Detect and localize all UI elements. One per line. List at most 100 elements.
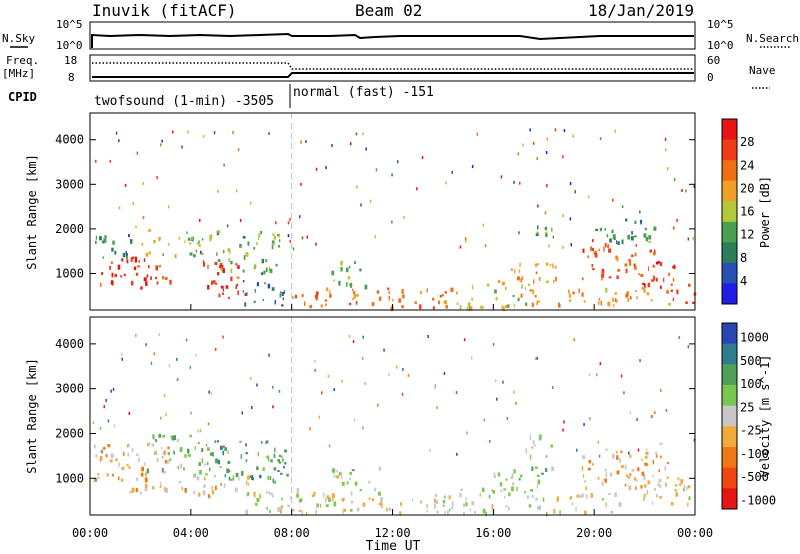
x-tick-label: 08:00 bbox=[274, 526, 310, 540]
power-sparse-cell bbox=[599, 137, 602, 141]
velocity-cell bbox=[269, 509, 271, 513]
power-cell bbox=[643, 233, 647, 238]
colorbar-frame bbox=[721, 118, 738, 305]
power-cell bbox=[656, 277, 658, 282]
power-cell bbox=[271, 287, 275, 291]
power-cell bbox=[230, 261, 233, 265]
velocity-cell bbox=[301, 510, 304, 515]
velocity-cell bbox=[520, 474, 523, 478]
power-cell bbox=[532, 289, 535, 295]
power-cell bbox=[688, 283, 691, 287]
power-cell bbox=[294, 295, 298, 299]
velocity-sparse-cell bbox=[637, 448, 640, 452]
velocity-cell bbox=[187, 454, 191, 457]
velocity-sparse-cell bbox=[121, 357, 123, 361]
power-cell bbox=[315, 291, 319, 296]
velocity-cell bbox=[512, 482, 515, 486]
velocity-cell bbox=[628, 485, 632, 491]
power-cell bbox=[594, 250, 597, 256]
power-cell bbox=[633, 235, 637, 238]
velocity-panel: 1000 2000 3000 4000 Slant Range [km] 1000 50… bbox=[25, 316, 776, 517]
velocity-cell bbox=[341, 481, 345, 486]
power-cell bbox=[611, 229, 614, 234]
velocity-cell bbox=[505, 505, 508, 508]
velocity-cell bbox=[399, 511, 402, 515]
power-sparse-cell bbox=[235, 189, 238, 193]
velocity-cell bbox=[105, 454, 108, 458]
velocity-cell bbox=[286, 473, 289, 477]
velocity-cell bbox=[385, 508, 388, 512]
velocity-sparse-cell bbox=[466, 431, 468, 435]
velocity-cell bbox=[178, 481, 182, 484]
velocity-cell bbox=[575, 507, 577, 512]
velocity-cell bbox=[471, 501, 475, 506]
velocity-cell bbox=[660, 478, 662, 483]
power-cell bbox=[604, 228, 606, 231]
power-sparse-cell bbox=[199, 218, 201, 222]
velocity-cell bbox=[492, 490, 495, 494]
power-cell bbox=[309, 305, 313, 309]
velocity-cell bbox=[341, 498, 344, 502]
power-cell bbox=[600, 300, 602, 306]
power-cell bbox=[174, 254, 177, 259]
velocity-cell bbox=[629, 454, 632, 458]
velocity-cell bbox=[273, 453, 276, 458]
velocity-cell bbox=[674, 489, 677, 492]
colorbar-tick-label: 12 bbox=[740, 228, 754, 242]
velocity-cell bbox=[491, 489, 493, 492]
power-frame bbox=[89, 112, 696, 311]
power-sparse-cell bbox=[213, 131, 216, 135]
power-cell bbox=[340, 266, 343, 272]
velocity-sparse-cell bbox=[341, 379, 343, 383]
velocity-cell bbox=[436, 510, 439, 514]
power-cell bbox=[225, 285, 229, 289]
velocity-sparse-cell bbox=[535, 357, 537, 361]
x-tick-label: 04:00 bbox=[173, 526, 209, 540]
velocity-cell bbox=[618, 502, 620, 507]
power-cell bbox=[569, 299, 572, 302]
power-sparse-cell bbox=[156, 176, 158, 180]
velocity-cell bbox=[511, 486, 514, 492]
velocity-cell bbox=[531, 466, 534, 471]
power-cell bbox=[109, 265, 111, 270]
velocity-cell bbox=[166, 459, 169, 464]
velocity-cell bbox=[670, 502, 674, 506]
velocity-cell bbox=[135, 488, 139, 493]
power-cell bbox=[640, 274, 644, 277]
power-cell bbox=[349, 302, 352, 306]
velocity-cell bbox=[126, 444, 129, 448]
power-sparse-cell bbox=[570, 243, 572, 247]
power-cell bbox=[648, 240, 651, 243]
power-cell bbox=[235, 285, 237, 289]
power-cell bbox=[518, 269, 521, 273]
colorbar-swatch bbox=[722, 364, 737, 386]
power-cell bbox=[521, 284, 523, 289]
velocity-cell bbox=[624, 483, 627, 487]
velocity-cell bbox=[653, 488, 657, 491]
velocity-cell bbox=[652, 459, 655, 465]
power-cell bbox=[444, 300, 447, 305]
colorbar-swatch bbox=[722, 180, 737, 202]
velocity-cell bbox=[529, 454, 532, 460]
velocity-sparse-cell bbox=[402, 368, 404, 371]
velocity-cell bbox=[235, 487, 238, 493]
velocity-cell bbox=[627, 476, 631, 479]
power-cell bbox=[651, 279, 654, 282]
power-cell bbox=[529, 289, 533, 292]
velocity-cell bbox=[590, 492, 593, 498]
power-cell bbox=[503, 306, 505, 312]
velocity-cell bbox=[354, 481, 358, 486]
power-cell bbox=[128, 234, 130, 238]
velocity-cell bbox=[665, 482, 667, 487]
power-sparse-cell bbox=[287, 221, 290, 225]
velocity-cell bbox=[559, 510, 561, 515]
power-cell bbox=[260, 230, 263, 235]
power-cell bbox=[146, 274, 149, 278]
velocity-sparse-cell bbox=[121, 352, 123, 356]
power-cell bbox=[554, 265, 557, 269]
velocity-cell bbox=[102, 447, 106, 450]
power-cell bbox=[122, 252, 126, 258]
velocity-cell bbox=[336, 475, 339, 479]
power-cell bbox=[156, 281, 159, 285]
power-cell bbox=[189, 242, 192, 245]
